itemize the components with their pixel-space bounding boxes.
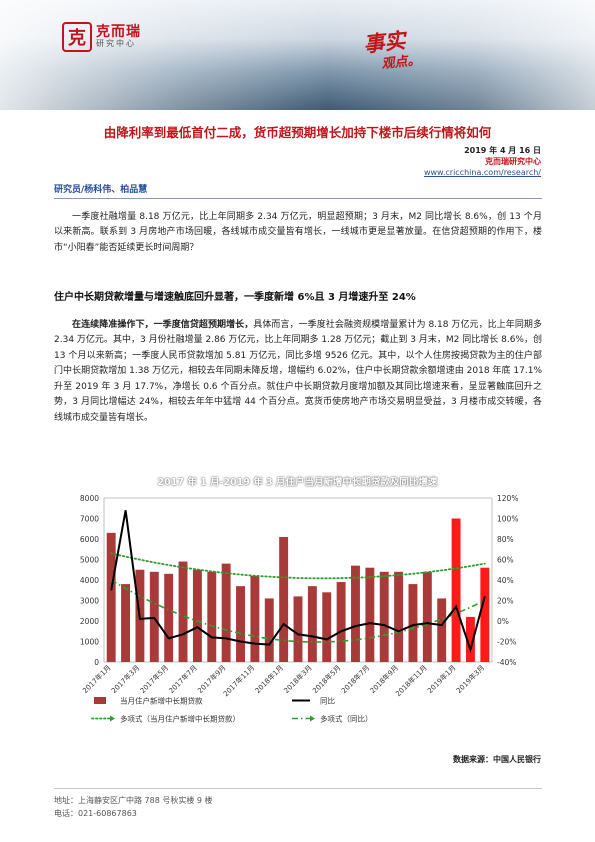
- loan-bar: [379, 571, 389, 662]
- x-axis-tick-label: 2017年3月: [109, 663, 141, 695]
- right-axis-tick-label: -20%: [497, 638, 516, 647]
- facts-views-badge: 事实 观点。: [362, 23, 421, 74]
- right-axis-tick-label: 80%: [497, 535, 514, 544]
- loan-bar: [178, 561, 188, 662]
- loan-bar: [351, 565, 360, 662]
- x-axis-tick-label: 2018年1月: [253, 663, 285, 695]
- left-axis-tick-label: 1000: [80, 638, 99, 647]
- loan-bar: [236, 586, 245, 662]
- report-authors: 研究员/杨科伟、柏品慧: [54, 185, 148, 195]
- trend-loans-line: [110, 552, 486, 580]
- loan-bar: [164, 573, 174, 662]
- right-axis-tick-label: 60%: [497, 556, 514, 565]
- section-heading: 住户中长期贷款增量与增速触底回升显著，一季度新增 6%且 3 月增速升至 24%: [54, 292, 416, 303]
- header-divider: [54, 198, 542, 199]
- body-paragraph: 在连续降准操作下，一季度信贷超预期增长，具体而言，一季度社会融资规模增量累计为 …: [54, 318, 542, 426]
- loan-bar: [394, 571, 404, 662]
- left-axis-tick-label: 4000: [80, 576, 99, 585]
- chart-title: 2017 年 1 月-2019 年 3 月住户当月新增中长期贷款及同比增速: [157, 477, 438, 488]
- legend-label: 多项式（当月住户新增中长期贷款）: [120, 714, 240, 724]
- loan-bar: [264, 598, 274, 662]
- legend-label: 同比: [320, 696, 335, 706]
- loan-bar: [279, 536, 289, 662]
- loan-bar: [365, 567, 375, 662]
- right-axis-tick-label: -40%: [497, 658, 516, 667]
- legend-label: 当月住户新增中长期贷款: [120, 696, 203, 706]
- right-axis-tick-label: 120%: [497, 494, 518, 503]
- yoy-series-line: [110, 510, 486, 654]
- footer-phone: 电话：021-60867863: [54, 809, 137, 819]
- legend-arrow-icon: [110, 715, 115, 722]
- loan-bar: [192, 569, 202, 662]
- right-axis-tick-label: 40%: [497, 576, 514, 585]
- x-axis-tick-label: 2019年1月: [425, 663, 457, 695]
- report-date: 2019 年 4 月 16 日: [464, 146, 541, 155]
- footer-divider: [54, 788, 542, 789]
- report-meta: 2019 年 4 月 16 日 克而瑞研究中心 www.cricchina.co…: [424, 146, 541, 178]
- data-source: 数据来源：中国人民银行: [453, 755, 541, 764]
- legend-label: 多项式（同比）: [320, 714, 373, 724]
- logo-mark-icon: 克: [62, 22, 92, 52]
- left-axis-tick-label: 3000: [80, 597, 99, 606]
- loan-bar: [207, 571, 217, 662]
- x-axis-tick-label: 2017年5月: [138, 663, 170, 695]
- x-axis-tick-label: 2018年3月: [282, 663, 314, 695]
- right-axis-tick-label: 20%: [497, 597, 514, 606]
- right-axis-tick-label: 0%: [497, 617, 509, 626]
- logo-name: 克而瑞: [96, 24, 141, 41]
- body-paragraph-lead: 在连续降准操作下，一季度信贷超预期增长，: [72, 320, 254, 330]
- intro-paragraph: 一季度社融增量 8.18 万亿元，比上年同期多 2.34 万亿元，明显超预期；3…: [54, 212, 542, 253]
- badge-sub-text: 观点。: [380, 53, 422, 73]
- loan-bar: [480, 567, 490, 662]
- header-banner: 克 克而瑞 研究中心 事实 观点。: [0, 0, 595, 110]
- x-axis-tick-label: 2019年3月: [454, 663, 486, 695]
- trend-yoy-line: [110, 579, 486, 643]
- left-axis-tick-label: 7000: [80, 515, 99, 524]
- loan-bar: [437, 598, 447, 662]
- x-axis-tick-label: 2018年5月: [311, 663, 343, 695]
- footer-address: 地址：上海静安区广中路 788 号秋实楼 9 楼: [54, 796, 213, 805]
- left-axis-tick-label: 2000: [80, 617, 99, 626]
- loan-growth-chart: 0 1000 2000 3000 4000 5000 6000 7000 8000 -40% -20…: [80, 494, 519, 724]
- loan-bar: [307, 586, 317, 662]
- left-axis-tick-label: 6000: [80, 535, 99, 544]
- left-axis-tick-label: 5000: [80, 556, 99, 565]
- report-url-link[interactable]: www.cricchina.com/research/: [423, 167, 541, 177]
- x-axis-tick-label: 2017年1月: [81, 663, 113, 695]
- x-axis-tick-label: 2017年7月: [167, 663, 199, 695]
- left-axis-tick-label: 0: [94, 658, 99, 667]
- legend-arrow-icon: [310, 715, 315, 722]
- loan-bar: [121, 584, 131, 662]
- loan-bar: [322, 592, 332, 662]
- footer: 地址：上海静安区广中路 788 号秋实楼 9 楼 电话：021-60867863: [54, 794, 213, 820]
- legend-swatch-bar: [94, 697, 106, 704]
- right-axis-tick-label: 100%: [497, 515, 518, 524]
- loan-bar: [451, 518, 461, 662]
- report-organization: 克而瑞研究中心: [485, 156, 541, 166]
- loan-bar: [221, 563, 231, 662]
- loan-bar: [336, 582, 346, 662]
- banner-cityscape: [0, 0, 595, 110]
- logo-subtitle: 研究中心: [96, 39, 136, 49]
- report-title: 由降利率到最低首付二成，货币超预期增长加持下楼市后续行情将如何: [103, 125, 492, 140]
- x-axis-tick-label: 2018年7月: [339, 663, 371, 695]
- loan-bar: [106, 532, 116, 662]
- body-paragraph-text: 具体而言，一季度社会融资规模增量累计为 8.18 万亿元，比上年同期多 2.34…: [54, 320, 542, 423]
- loan-bar: [293, 596, 303, 662]
- loan-bar: [408, 584, 418, 662]
- company-logo: 克 克而瑞 研究中心: [62, 22, 141, 52]
- loan-bar: [250, 575, 260, 662]
- loan-bar: [465, 616, 475, 662]
- loan-bar: [422, 571, 432, 662]
- left-axis-tick-label: 8000: [80, 494, 99, 503]
